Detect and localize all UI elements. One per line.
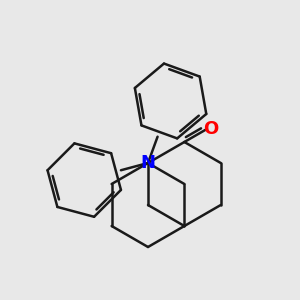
Text: O: O bbox=[203, 121, 219, 139]
Text: N: N bbox=[140, 154, 155, 172]
